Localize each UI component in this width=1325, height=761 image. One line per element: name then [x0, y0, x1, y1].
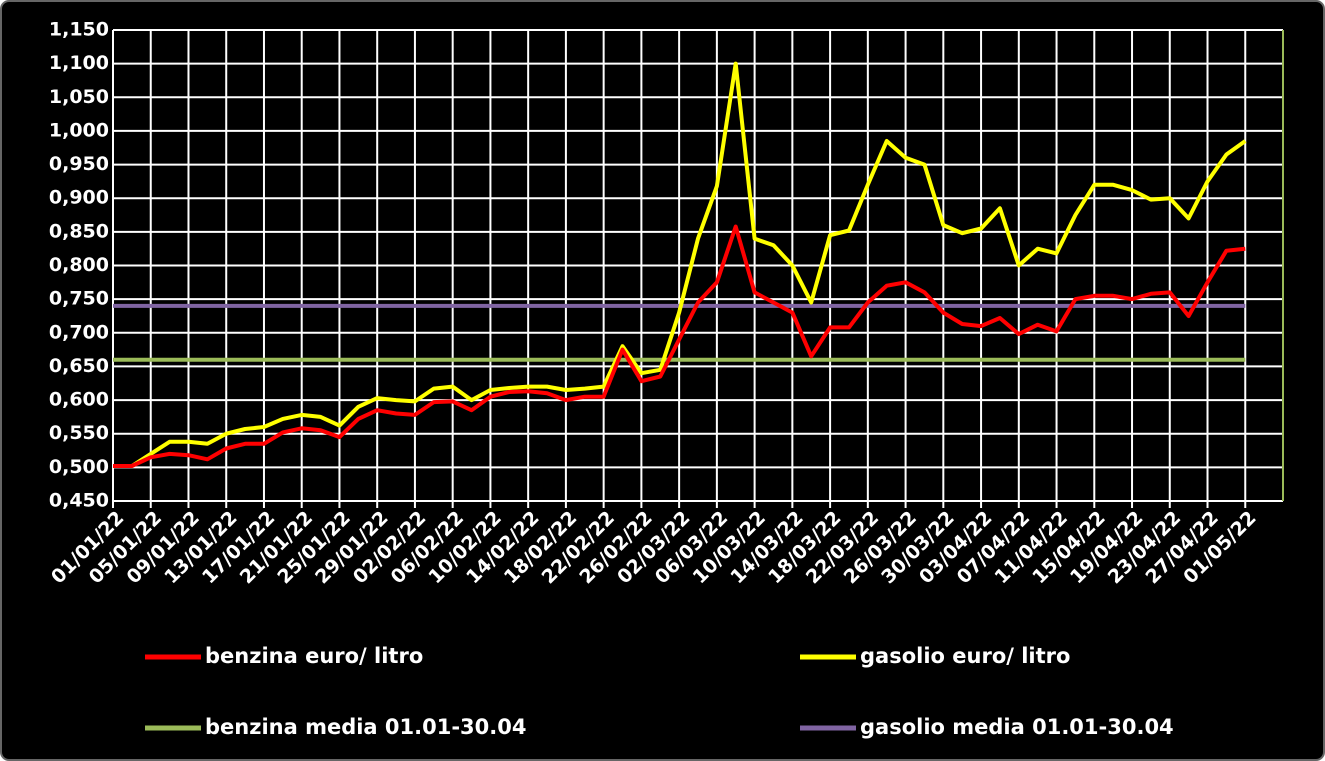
legend-label: gasolio euro/ litro: [860, 644, 1070, 668]
y-tick-label: 1,050: [49, 86, 109, 108]
y-tick-label: 0,650: [49, 355, 109, 377]
y-tick-label: 0,850: [49, 220, 109, 242]
y-tick-label: 0,700: [49, 321, 109, 343]
legend-label: benzina media 01.01-30.04: [205, 715, 526, 739]
y-tick-label: 0,500: [49, 456, 109, 478]
y-tick-label: 1,100: [49, 52, 109, 74]
y-tick-label: 1,150: [49, 19, 109, 41]
y-tick-label: 0,750: [49, 288, 109, 310]
legend-label: gasolio media 01.01-30.04: [860, 715, 1174, 739]
y-tick-label: 0,900: [49, 187, 109, 209]
y-tick-label: 0,950: [49, 153, 109, 175]
y-tick-label: 1,000: [49, 119, 109, 141]
y-tick-label: 0,800: [49, 254, 109, 276]
y-tick-label: 0,450: [49, 490, 109, 512]
legend-label: benzina euro/ litro: [205, 644, 423, 668]
y-tick-label: 0,600: [49, 389, 109, 411]
y-tick-label: 0,550: [49, 422, 109, 444]
series-line: [113, 61, 1247, 468]
series-line: [113, 224, 1246, 468]
